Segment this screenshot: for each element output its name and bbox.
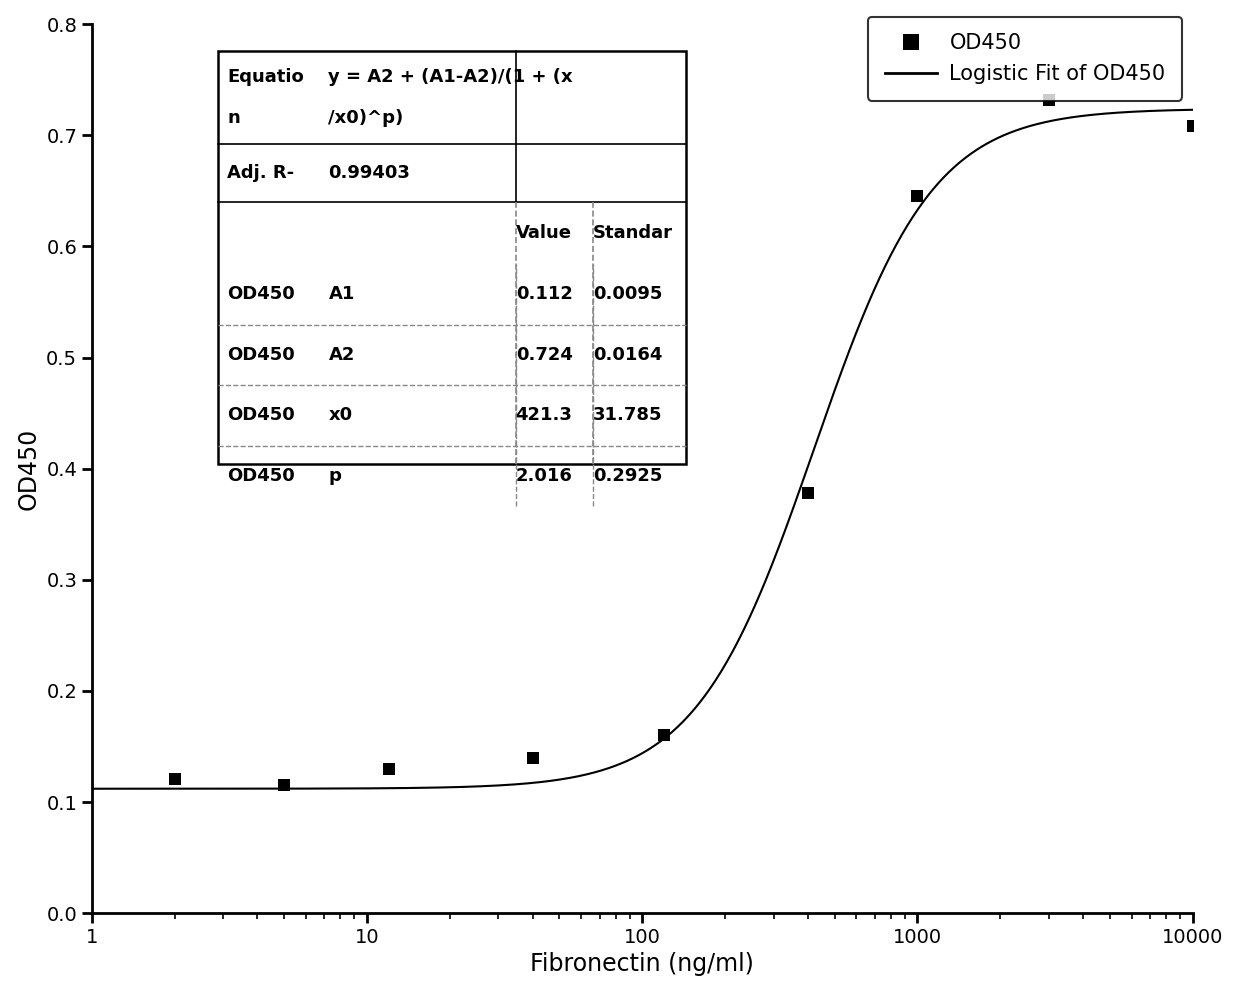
Point (379, 761, 399, 777)
Text: Adj. R-: Adj. R- (227, 164, 294, 182)
Text: y = A2 + (A1-A2)/(1 + (x: y = A2 + (A1-A2)/(1 + (x (329, 68, 573, 86)
Text: x0: x0 (329, 406, 352, 424)
Text: 2.016: 2.016 (516, 467, 573, 485)
Text: 0.112: 0.112 (516, 285, 573, 304)
Point (523, 750, 543, 766)
Legend: OD450, Logistic Fit of OD450: OD450, Logistic Fit of OD450 (868, 17, 1182, 100)
Text: Equatio: Equatio (227, 68, 304, 86)
Text: OD450: OD450 (227, 467, 295, 485)
Text: 31.785: 31.785 (593, 406, 662, 424)
Point (799, 486, 818, 501)
Text: Value: Value (516, 224, 572, 242)
Y-axis label: OD450: OD450 (16, 428, 41, 509)
Point (1039, 91, 1059, 107)
Text: OD450: OD450 (227, 346, 295, 363)
Point (1183, 118, 1203, 134)
Text: 0.724: 0.724 (516, 346, 573, 363)
Text: 0.2925: 0.2925 (593, 467, 662, 485)
Text: A2: A2 (329, 346, 355, 363)
X-axis label: Fibronectin (ng/ml): Fibronectin (ng/ml) (531, 952, 754, 976)
Text: /x0)^p): /x0)^p) (329, 109, 404, 127)
Point (274, 778, 294, 793)
Point (165, 771, 185, 786)
FancyBboxPatch shape (218, 51, 686, 465)
Point (653, 728, 673, 744)
Text: n: n (227, 109, 241, 127)
Text: Standar: Standar (593, 224, 672, 242)
Text: 0.0095: 0.0095 (593, 285, 662, 304)
Text: 421.3: 421.3 (516, 406, 573, 424)
Text: p: p (329, 467, 341, 485)
Point (908, 189, 928, 205)
Text: OD450: OD450 (227, 406, 295, 424)
Text: OD450: OD450 (227, 285, 295, 304)
Text: 0.99403: 0.99403 (329, 164, 410, 182)
Text: 0.0164: 0.0164 (593, 346, 662, 363)
Text: A1: A1 (329, 285, 355, 304)
